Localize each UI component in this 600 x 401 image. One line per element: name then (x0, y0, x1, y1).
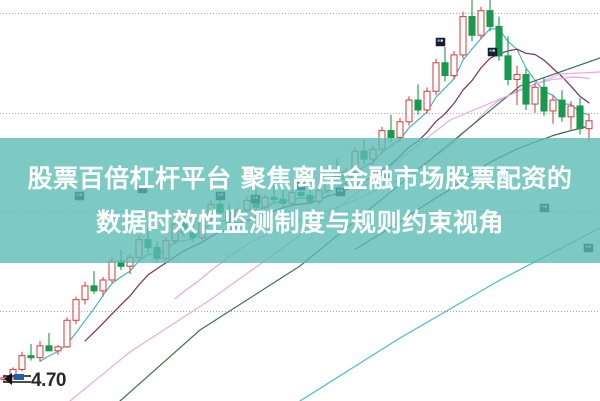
news-flag-marker[interactable] (435, 37, 446, 47)
title-line-1: 股票百倍杠杆平台 聚焦离岸金融市场股票配资的 (27, 163, 573, 193)
price-marker-icon (3, 373, 31, 385)
title-line-2: 数据时效性监测制度与规则约束视角 (95, 207, 504, 237)
news-flag-marker[interactable] (487, 47, 498, 57)
price-label: 4.70 (31, 370, 66, 391)
title-banner: 股票百倍杠杆平台 聚焦离岸金融市场股票配资的 数据时效性监测制度与规则约束视角 (0, 138, 600, 263)
